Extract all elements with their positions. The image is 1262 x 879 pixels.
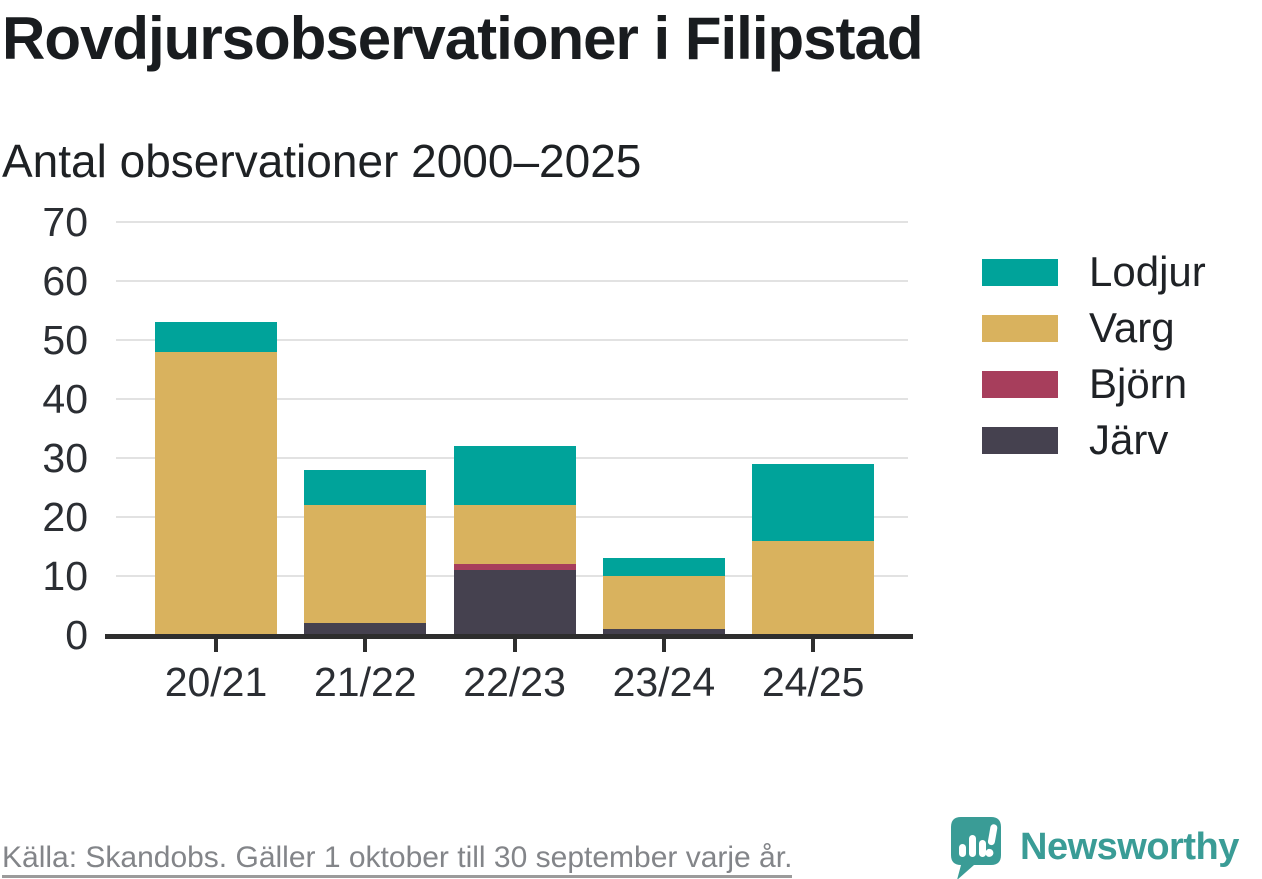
gridline bbox=[116, 398, 908, 400]
legend-label: Varg bbox=[1089, 304, 1175, 351]
legend-label: Järv bbox=[1089, 416, 1169, 463]
y-axis-label: 30 bbox=[42, 434, 88, 481]
legend-item-varg: Varg bbox=[982, 307, 1206, 349]
y-axis-label: 70 bbox=[42, 198, 88, 245]
legend-item-lodjur: Lodjur bbox=[982, 251, 1206, 293]
bar-segment-varg-24-25 bbox=[752, 540, 875, 635]
legend-swatch-järv bbox=[982, 426, 1058, 454]
x-axis-label: 24/25 bbox=[761, 659, 865, 705]
chart-subtitle: Antal observationer 2000–2025 bbox=[2, 135, 642, 187]
x-axis-tick bbox=[214, 637, 218, 652]
y-axis-label: 50 bbox=[42, 316, 88, 363]
bar-segment-varg-21-22 bbox=[304, 505, 427, 624]
bar-segment-lodjur-21-22 bbox=[304, 469, 427, 506]
bar-segment-björn-22-23 bbox=[453, 564, 576, 571]
legend: Lodjur Varg Björn Järv bbox=[982, 251, 1206, 461]
gridline bbox=[116, 280, 908, 282]
x-axis-line bbox=[105, 634, 913, 639]
bar-segment-järv-21-22 bbox=[304, 623, 427, 635]
legend-swatch-björn bbox=[982, 370, 1058, 398]
legend-label: Björn bbox=[1089, 360, 1188, 407]
legend-item-järv: Järv bbox=[982, 419, 1206, 461]
bar-segment-lodjur-22-23 bbox=[453, 446, 576, 506]
chart-title: Rovdjursobservationer i Filipstad bbox=[2, 5, 924, 72]
plot-area bbox=[105, 221, 913, 652]
newsworthy-wordmark: Newsworthy bbox=[1020, 826, 1239, 868]
bar-segment-varg-20-21 bbox=[155, 351, 277, 635]
x-axis-label: 22/23 bbox=[463, 659, 566, 705]
bar-segment-varg-23-24 bbox=[602, 576, 725, 630]
y-axis-label: 40 bbox=[42, 375, 88, 422]
bar-segment-lodjur-23-24 bbox=[602, 558, 725, 576]
legend-swatch-varg bbox=[982, 314, 1058, 342]
bar-segment-lodjur-24-25 bbox=[752, 463, 875, 541]
source-note: Källa: Skandobs. Gäller 1 oktober till 3… bbox=[2, 842, 793, 878]
y-axis-label: 60 bbox=[42, 257, 88, 304]
y-axis-label: 20 bbox=[42, 493, 88, 540]
y-axis-label: 0 bbox=[65, 611, 88, 658]
gridline bbox=[116, 221, 908, 223]
bar-segment-varg-22-23 bbox=[453, 505, 576, 565]
x-axis-label: 23/24 bbox=[612, 659, 716, 705]
legend-label: Lodjur bbox=[1089, 248, 1206, 295]
bar-segment-järv-22-23 bbox=[453, 570, 576, 635]
bar-segment-järv-23-24 bbox=[602, 629, 725, 635]
x-axis-label: 20/21 bbox=[164, 659, 268, 705]
legend-item-björn: Björn bbox=[982, 363, 1206, 405]
x-axis-tick bbox=[661, 637, 666, 652]
legend-swatch-lodjur bbox=[982, 258, 1058, 286]
x-axis-label: 21/22 bbox=[313, 659, 417, 705]
gridline bbox=[116, 339, 908, 341]
bar-segment-lodjur-20-21 bbox=[155, 322, 277, 352]
x-axis-tick bbox=[811, 637, 816, 652]
newsworthy-logo-icon bbox=[951, 817, 1001, 879]
x-axis-tick bbox=[512, 637, 517, 652]
x-axis-tick bbox=[363, 637, 368, 652]
y-axis-label: 10 bbox=[42, 552, 88, 599]
